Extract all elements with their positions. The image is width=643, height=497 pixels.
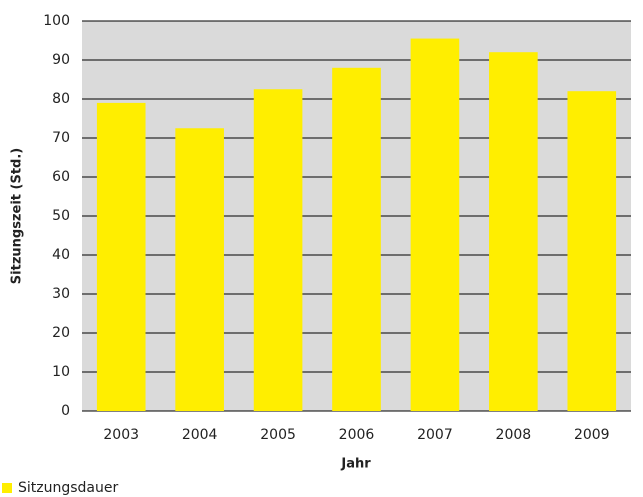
x-tick-label: 2007 [417,427,453,443]
bar [567,91,617,411]
y-tick-label: 90 [52,52,70,68]
y-tick-label: 30 [52,286,70,302]
bar [489,52,538,411]
x-axis-label: Jahr [340,457,371,472]
bar [332,67,381,412]
y-tick-label: 40 [52,247,70,263]
x-tick-label: 2006 [339,427,375,443]
bar [410,38,460,412]
y-tick-label: 50 [52,208,70,224]
bar [253,89,303,411]
x-tick-label: 2009 [574,427,610,443]
x-tick-label: 2005 [260,427,296,443]
y-axis-label: Sitzungszeit (Std.) [10,148,25,284]
y-tick-label: 80 [52,91,70,107]
legend-swatch [2,483,12,493]
bar [175,128,224,411]
legend-label: Sitzungsdauer [18,480,118,496]
x-tick-label: 2004 [182,427,218,443]
x-tick-label: 2008 [496,427,532,443]
y-tick-label: 10 [52,364,70,380]
y-tick-label: 100 [43,13,70,29]
bar [96,102,146,412]
y-tick-label: 20 [52,325,70,341]
y-tick-label: 70 [52,130,70,146]
y-tick-label: 0 [61,403,70,419]
y-tick-label: 60 [52,169,70,185]
x-tick-label: 2003 [103,427,139,443]
